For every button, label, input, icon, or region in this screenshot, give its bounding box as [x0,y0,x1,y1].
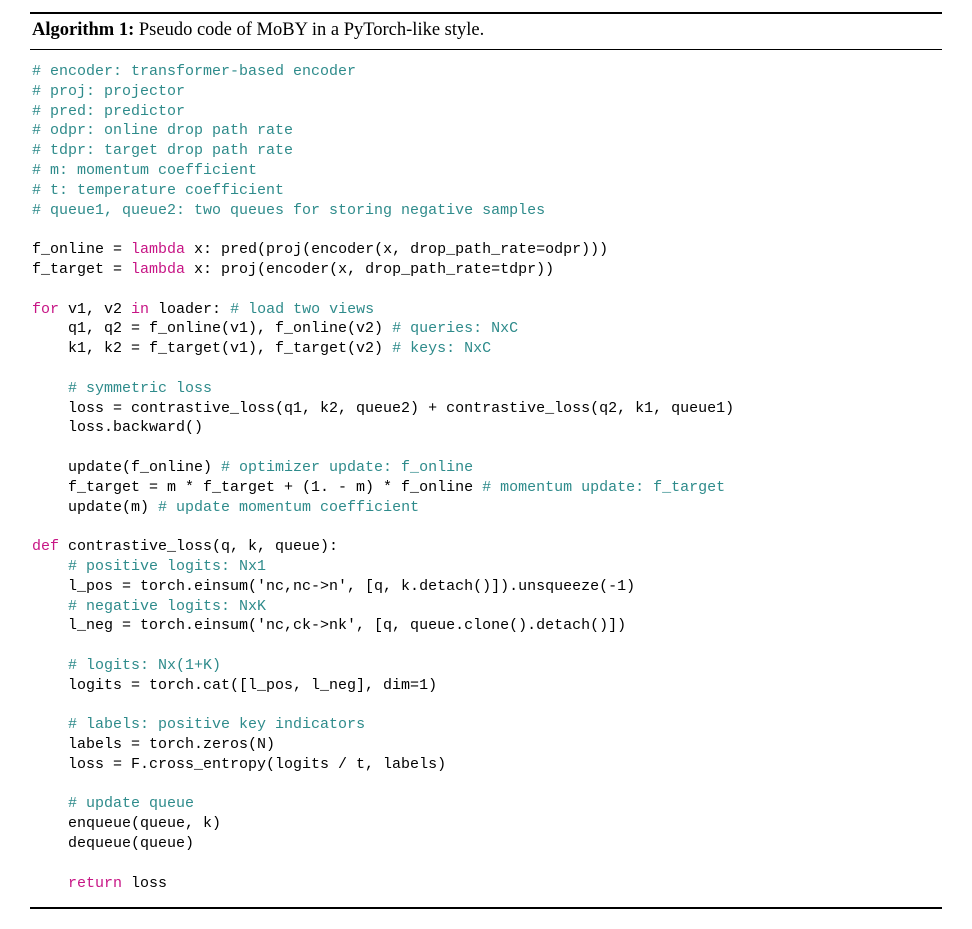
code-text [32,795,68,812]
code-text: loader: [149,301,230,318]
mid-rule [30,49,942,50]
code-text: contrastive_loss(q, k, queue): [59,538,338,555]
code-comment: # keys: NxC [392,340,491,357]
code-text [32,380,68,397]
algorithm-title: Algorithm 1: Pseudo code of MoBY in a Py… [30,14,942,43]
code-text [32,657,68,674]
algorithm-label: Algorithm 1: [32,20,134,40]
code-comment: # proj: projector [32,83,185,100]
code-keyword: for [32,301,59,318]
code-text: update(f_online) [32,459,221,476]
code-text: l_pos = torch.einsum('nc,nc->n', [q, k.d… [32,578,635,595]
code-comment: # labels: positive key indicators [68,716,365,733]
code-comment: # queue1, queue2: two queues for storing… [32,202,545,219]
code-text: loss = F.cross_entropy(logits / t, label… [32,756,446,773]
bottom-rule [30,907,942,909]
code-text: v1, v2 [59,301,131,318]
code-text: update(m) [32,499,158,516]
code-comment: # m: momentum coefficient [32,162,257,179]
code-text: f_target = [32,261,131,278]
code-text: l_neg = torch.einsum('nc,ck->nk', [q, qu… [32,617,626,634]
code-comment: # tdpr: target drop path rate [32,142,293,159]
algorithm-caption: Pseudo code of MoBY in a PyTorch-like st… [134,20,484,40]
code-text: f_target = m * f_target + (1. - m) * f_o… [32,479,482,496]
code-comment: # positive logits: Nx1 [68,558,266,575]
code-text: enqueue(queue, k) [32,815,221,832]
code-text [32,598,68,615]
code-comment: # pred: predictor [32,103,185,120]
code-text [32,558,68,575]
code-listing: # encoder: transformer-based encoder # p… [30,60,942,899]
code-keyword: def [32,538,59,555]
code-text: labels = torch.zeros(N) [32,736,275,753]
algorithm-block: Algorithm 1: Pseudo code of MoBY in a Py… [12,12,960,917]
code-text [32,875,68,892]
code-text: k1, k2 = f_target(v1), f_target(v2) [32,340,392,357]
code-comment: # update queue [68,795,194,812]
code-comment: # logits: Nx(1+K) [68,657,221,674]
code-text [32,716,68,733]
code-text: x: pred(proj(encoder(x, drop_path_rate=o… [185,241,608,258]
code-text: loss = contrastive_loss(q1, k2, queue2) … [32,400,734,417]
code-comment: # odpr: online drop path rate [32,122,293,139]
code-comment: # negative logits: NxK [68,598,266,615]
code-text: x: proj(encoder(x, drop_path_rate=tdpr)) [185,261,554,278]
code-text: f_online = [32,241,131,258]
code-comment: # load two views [230,301,374,318]
code-comment: # queries: NxC [392,320,518,337]
code-text: dequeue(queue) [32,835,194,852]
code-keyword: return [68,875,122,892]
code-comment: # optimizer update: f_online [221,459,473,476]
code-text: loss [122,875,167,892]
code-text: loss.backward() [32,419,203,436]
code-comment: # update momentum coefficient [158,499,419,516]
code-comment: # momentum update: f_target [482,479,725,496]
code-keyword: lambda [131,241,185,258]
code-keyword: lambda [131,261,185,278]
code-text: logits = torch.cat([l_pos, l_neg], dim=1… [32,677,437,694]
code-comment: # encoder: transformer-based encoder [32,63,356,80]
code-comment: # symmetric loss [68,380,212,397]
code-text: q1, q2 = f_online(v1), f_online(v2) [32,320,392,337]
code-comment: # t: temperature coefficient [32,182,284,199]
code-keyword: in [131,301,149,318]
